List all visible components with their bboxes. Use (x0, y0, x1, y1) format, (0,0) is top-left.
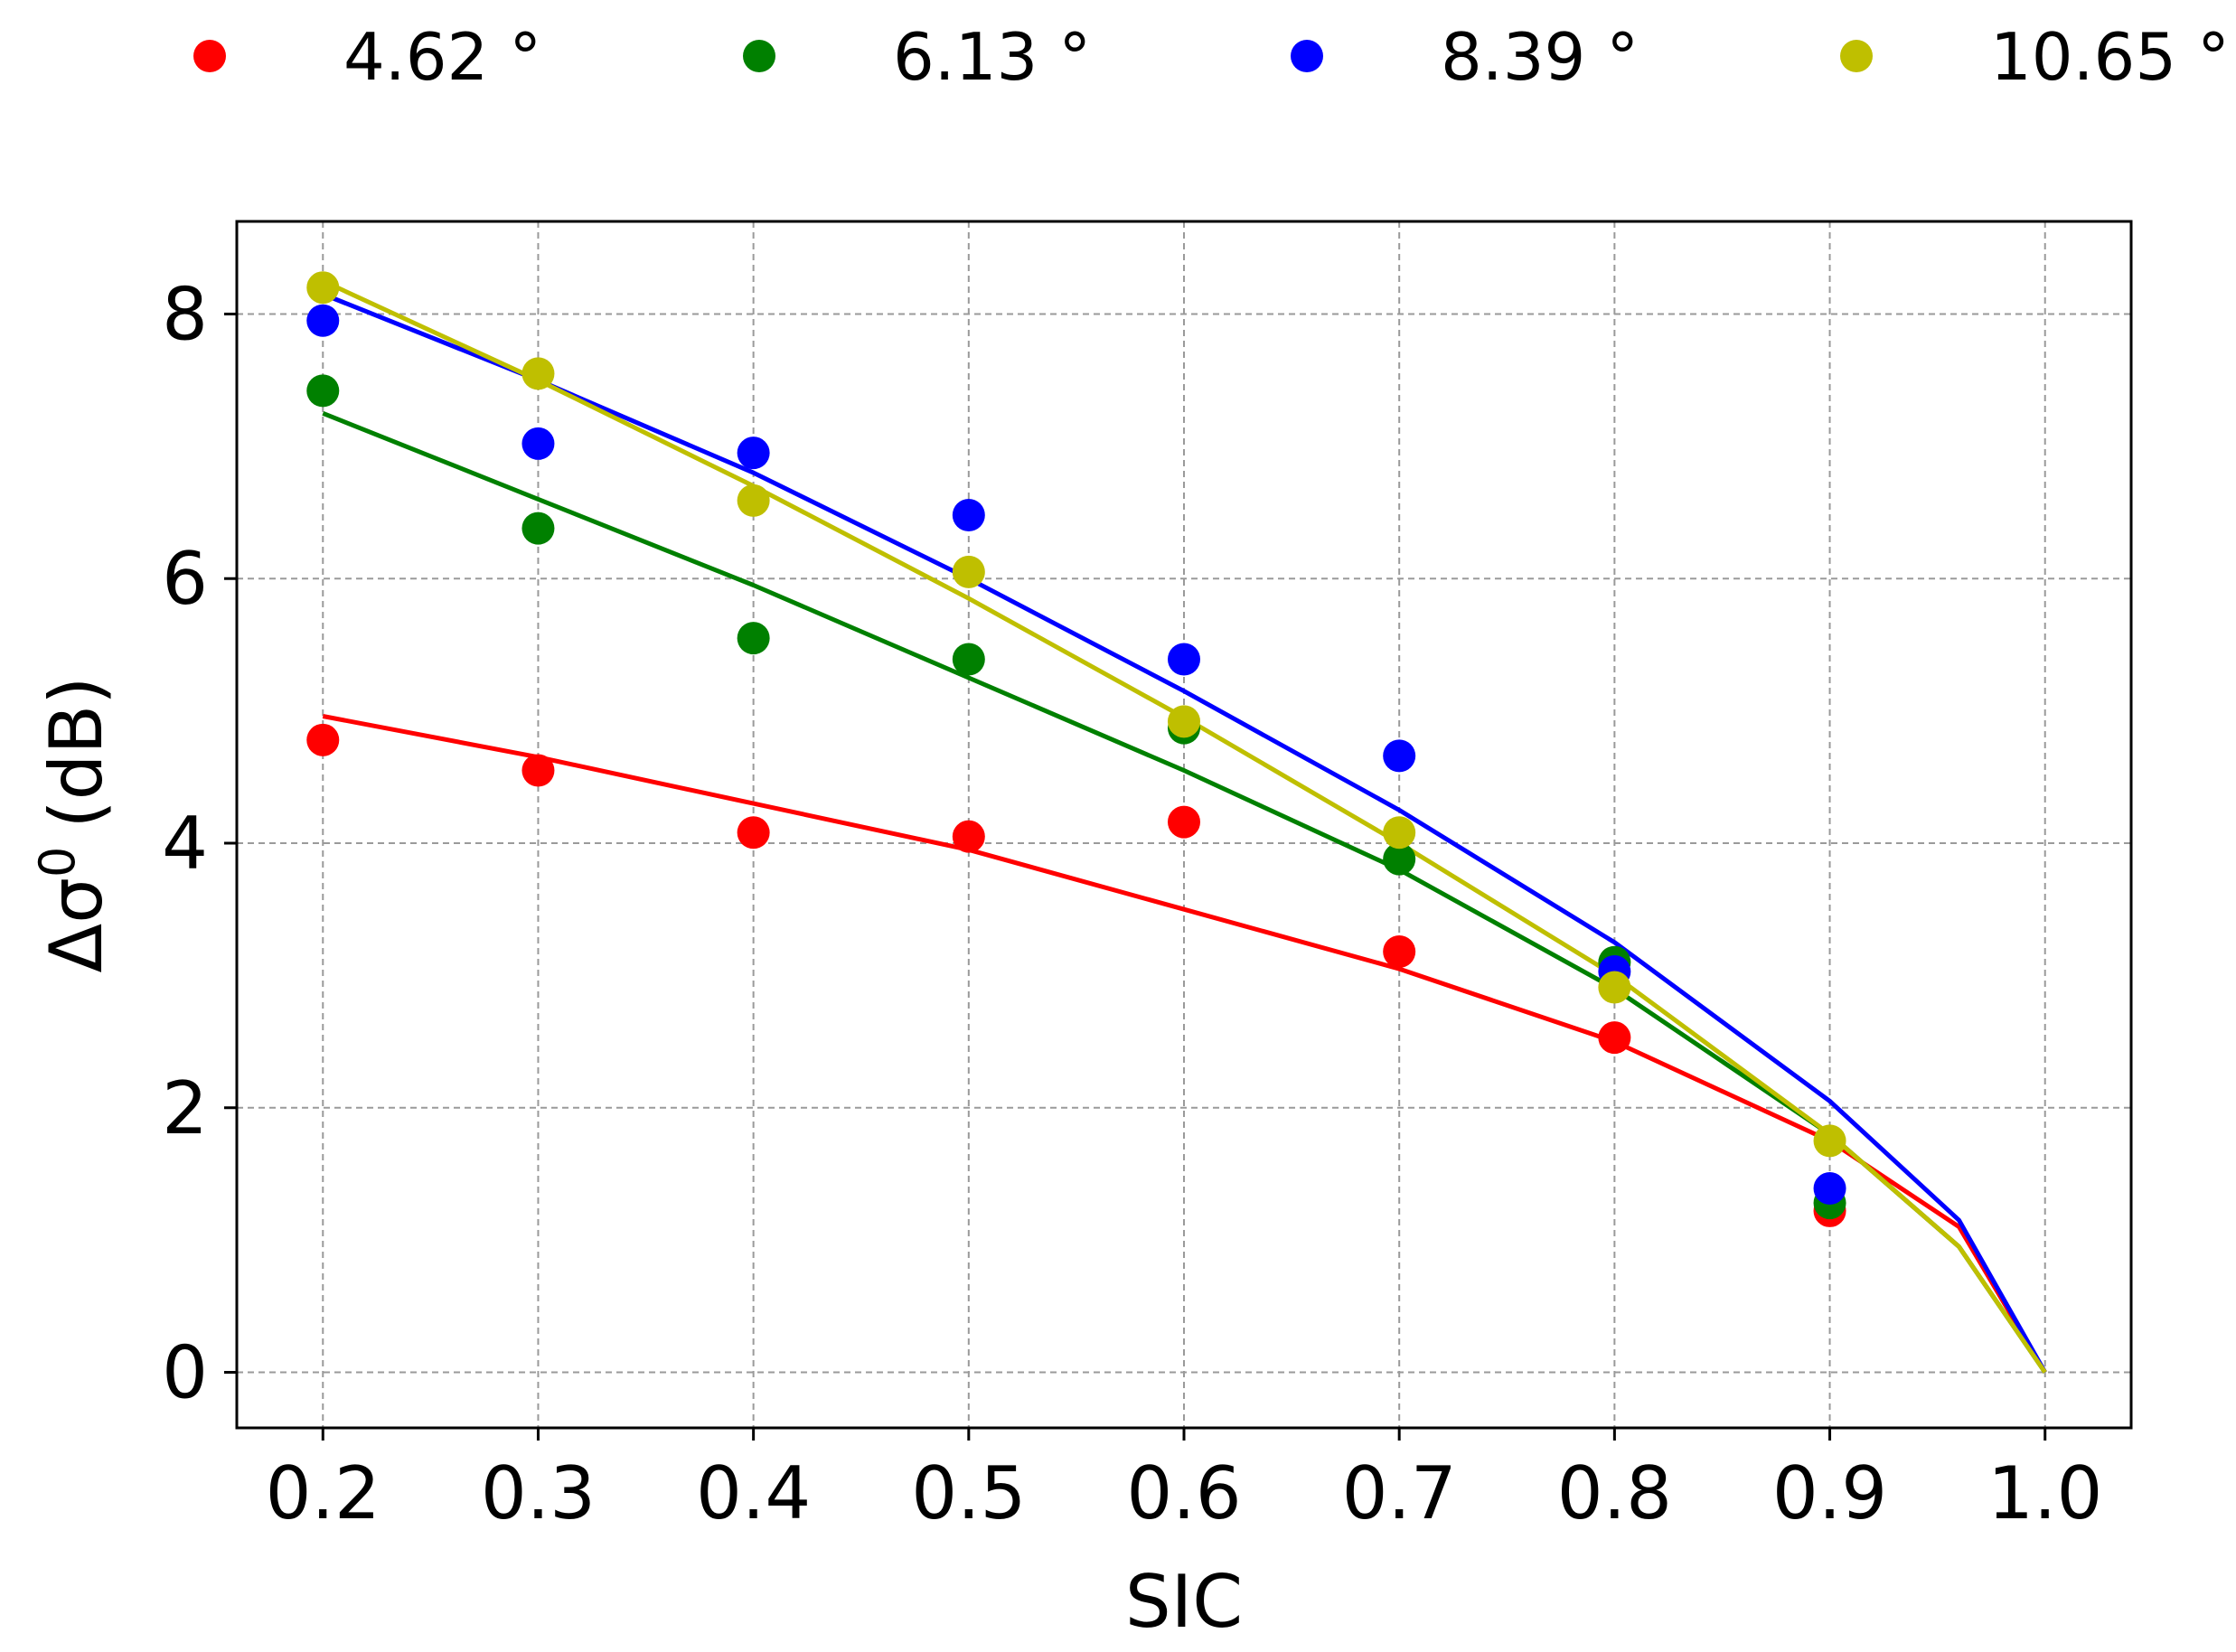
data-point-series-4 (952, 555, 985, 588)
y-tick-label: 4 (162, 802, 208, 886)
x-tick-label: 1.0 (1987, 1451, 2102, 1535)
data-point-series-1 (737, 816, 770, 849)
data-point-series-4 (737, 483, 770, 517)
x-tick-label: 0.3 (481, 1451, 596, 1535)
grid (237, 221, 2131, 1428)
x-tick-label: 0.4 (696, 1451, 811, 1535)
y-axis-title-symbol: Δσ (34, 878, 118, 972)
y-tick-label: 6 (162, 537, 208, 621)
data-point-series-2 (521, 512, 555, 545)
x-tick-label: 0.9 (1772, 1451, 1887, 1535)
data-point-series-1 (1598, 1021, 1631, 1055)
x-tick-label: 0.5 (911, 1451, 1026, 1535)
data-point-series-4 (1383, 816, 1416, 849)
y-tick-label: 0 (162, 1331, 208, 1415)
data-point-series-4 (1813, 1124, 1846, 1158)
legend-marker-series-2 (743, 40, 775, 72)
data-point-series-2 (306, 374, 340, 408)
data-points (306, 271, 1846, 1227)
legend-label-series-1: 4.62 ° (343, 19, 541, 95)
data-point-series-4 (1168, 705, 1200, 738)
legend-marker-series-1 (193, 40, 226, 72)
data-point-series-1 (1168, 805, 1200, 839)
x-tick-label: 0.7 (1342, 1451, 1457, 1535)
y-axis-title: Δσ0 (dB) (29, 677, 118, 973)
legend: 4.62 ° 6.13 ° 8.39 ° 10.65 ° (193, 19, 2230, 95)
y-axis-ticks: 0 2 4 6 8 (162, 272, 237, 1415)
fit-line-series-4 (322, 278, 2047, 1374)
data-point-series-2 (1383, 842, 1416, 876)
data-point-series-3 (521, 427, 555, 460)
data-point-series-2 (952, 643, 985, 676)
data-point-series-1 (952, 820, 985, 853)
data-point-series-4 (1598, 971, 1631, 1004)
data-point-series-2 (737, 622, 770, 655)
data-point-series-1 (521, 754, 555, 787)
fit-lines (322, 278, 2047, 1374)
data-point-series-3 (952, 498, 985, 531)
fit-line-series-3 (322, 292, 2047, 1374)
fit-line-series-1 (322, 714, 2047, 1374)
data-point-series-3 (737, 436, 770, 470)
legend-label-series-2: 6.13 ° (893, 19, 1091, 95)
y-tick-label: 2 (162, 1066, 208, 1150)
data-point-series-1 (1383, 935, 1416, 969)
x-tick-label: 0.2 (266, 1451, 380, 1535)
legend-label-series-3: 8.39 ° (1441, 19, 1639, 95)
data-point-series-4 (306, 271, 340, 305)
x-axis-title: SIC (1125, 1560, 1243, 1644)
data-point-series-3 (1168, 643, 1200, 676)
legend-label-series-4: 10.65 ° (1990, 19, 2230, 95)
y-axis-title-unit: (dB) (34, 677, 118, 829)
y-tick-label: 8 (162, 272, 208, 356)
x-tick-label: 0.6 (1126, 1451, 1241, 1535)
data-point-series-3 (306, 304, 340, 337)
legend-marker-series-3 (1291, 40, 1323, 72)
data-point-series-3 (1383, 739, 1416, 773)
data-point-series-4 (521, 357, 555, 390)
y-axis-title-superscript: 0 (29, 847, 86, 878)
x-axis-ticks: 0.2 0.3 0.4 0.5 0.6 0.7 0.8 0.9 1.0 (266, 1428, 2102, 1535)
x-tick-label: 0.8 (1557, 1451, 1672, 1535)
data-point-series-3 (1813, 1172, 1846, 1206)
data-point-series-1 (306, 723, 340, 756)
legend-marker-series-4 (1840, 40, 1873, 72)
